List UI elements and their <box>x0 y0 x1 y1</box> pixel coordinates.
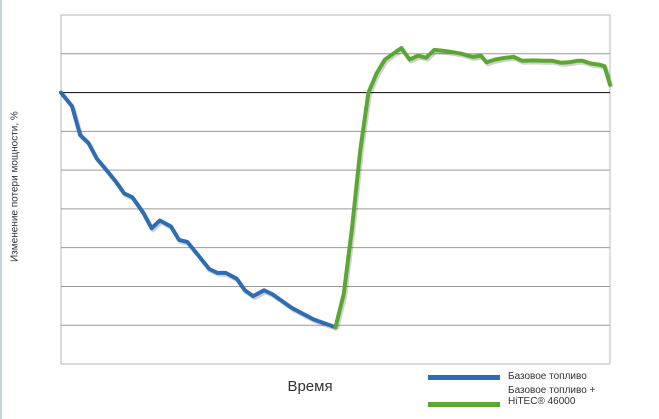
legend: Базовое топливо Базовое топливо + HiTEC®… <box>428 371 656 410</box>
legend-item-base-fuel: Базовое топливо <box>428 371 656 382</box>
x-axis-label: Время <box>287 378 333 395</box>
series-shadow-2 <box>335 48 614 330</box>
legend-label-hitec-line1: Базовое топливо + <box>508 385 596 396</box>
left-edge-border <box>0 0 2 419</box>
legend-label-hitec-line2: HiTEC® 46000 <box>508 396 576 407</box>
legend-item-hitec: Базовое топливо + HiTEC® 46000 <box>428 385 656 407</box>
legend-swatch-hitec <box>428 402 500 407</box>
series-line-1 <box>59 90 338 330</box>
legend-label-hitec: Базовое топливо + HiTEC® 46000 <box>508 385 595 407</box>
legend-swatch-base-fuel <box>428 375 500 380</box>
grid-lines <box>61 53 610 326</box>
plot-area <box>60 14 611 365</box>
series-line-2 <box>333 46 612 330</box>
y-axis-label: Изменение потери мощности, % <box>9 111 21 263</box>
series-lines <box>59 46 614 332</box>
legend-label-base-fuel: Базовое топливо <box>508 371 587 382</box>
